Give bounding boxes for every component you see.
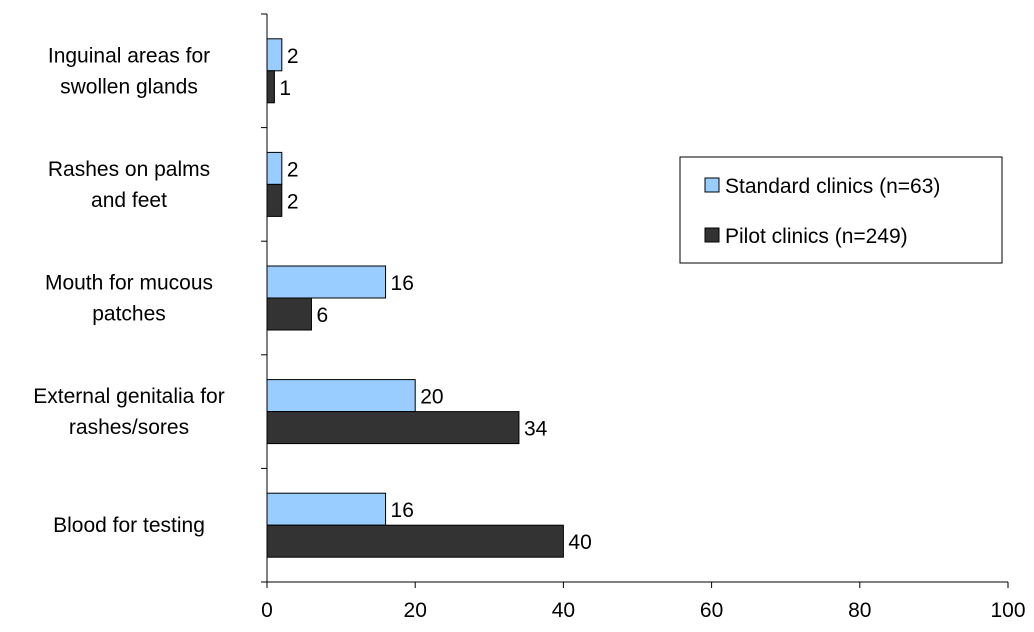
labels: 2 1 Inguinal areas for swollen glands 2 2 Rash… xyxy=(33,44,591,554)
category-label-line: Rashes on palms xyxy=(48,158,210,181)
bar-standard xyxy=(266,379,416,413)
x-tick-label: 100 xyxy=(990,599,1025,622)
bar-pilot xyxy=(266,524,564,558)
legend-box xyxy=(679,156,1003,264)
data-label: 16 xyxy=(391,499,414,522)
bar-standard xyxy=(266,492,387,526)
axes: 0 20 40 60 80 100 xyxy=(261,13,1026,622)
category-label: Rashes on palms and feet xyxy=(48,158,210,212)
category-label-line: rashes/sores xyxy=(69,416,189,439)
legend: Standard clinics (n=63) Pilot clinics (n… xyxy=(679,156,1003,264)
data-label: 2 xyxy=(287,45,299,68)
x-tick-label: 20 xyxy=(404,599,427,622)
x-tick-label: 80 xyxy=(848,599,871,622)
bar-pilot xyxy=(266,70,275,104)
x-tick-label: 40 xyxy=(552,599,575,622)
bar-pilot xyxy=(266,297,312,331)
data-label: 2 xyxy=(287,158,299,181)
legend-label-standard: Standard clinics (n=63) xyxy=(725,175,940,198)
x-tick-label: 0 xyxy=(261,599,273,622)
category-label-line: swollen glands xyxy=(60,75,198,98)
data-label: 6 xyxy=(316,304,328,327)
bar-pilot xyxy=(266,411,520,445)
data-label: 40 xyxy=(568,531,591,554)
bars xyxy=(266,38,564,558)
category-label-line: Mouth for mucous xyxy=(45,272,213,295)
category-label-line: patches xyxy=(92,303,166,326)
category-label-line: Inguinal areas for xyxy=(48,44,210,67)
category-label: Blood for testing xyxy=(53,514,205,537)
legend-label-pilot: Pilot clinics (n=249) xyxy=(725,225,908,248)
data-label: 1 xyxy=(279,77,291,100)
data-label: 2 xyxy=(287,190,299,213)
category-label-line: Blood for testing xyxy=(53,514,205,537)
category-label: External genitalia for rashes/sores xyxy=(33,385,224,439)
category-label-line: External genitalia for xyxy=(33,385,224,408)
bar-standard xyxy=(266,38,283,72)
data-label: 34 xyxy=(524,418,548,441)
data-label: 20 xyxy=(420,386,443,409)
data-label: 16 xyxy=(391,272,414,295)
bar-pilot xyxy=(266,183,283,217)
category-label-line: and feet xyxy=(91,189,167,212)
bar-standard xyxy=(266,265,387,299)
x-tick-label: 60 xyxy=(700,599,723,622)
legend-swatch-standard xyxy=(704,177,720,193)
category-label: Inguinal areas for swollen glands xyxy=(48,44,210,98)
legend-swatch-pilot xyxy=(704,227,720,243)
bar-standard xyxy=(266,151,283,185)
category-label: Mouth for mucous patches xyxy=(45,272,213,326)
